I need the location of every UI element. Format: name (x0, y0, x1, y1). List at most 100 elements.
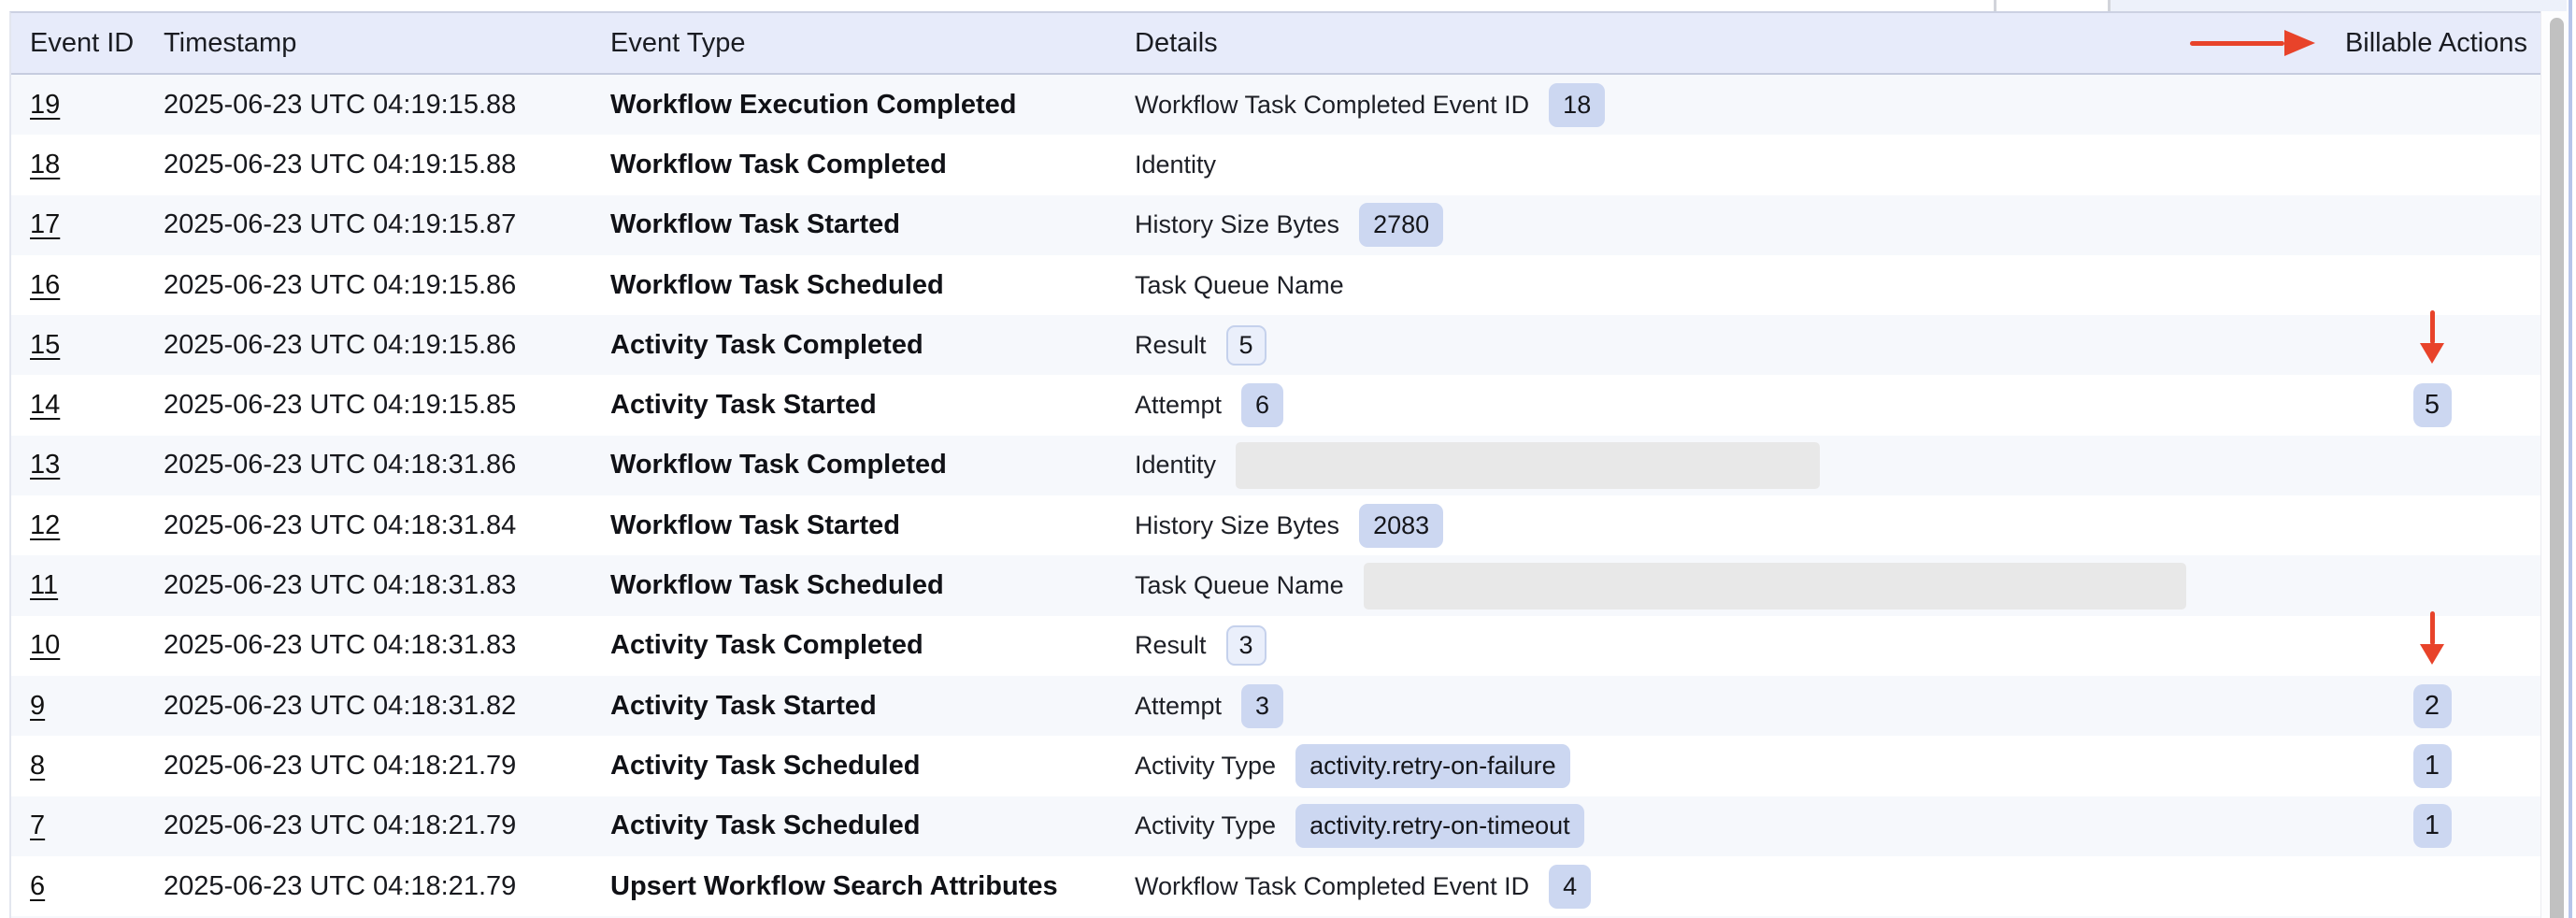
table-row[interactable]: 13 2025-06-23 UTC 04:18:31.86 Workflow T… (11, 435, 2540, 496)
event-id-link[interactable]: 10 (30, 630, 61, 661)
table-row[interactable]: 17 2025-06-23 UTC 04:19:15.87 Workflow T… (11, 194, 2540, 255)
billable-actions-badge: 2 (2412, 683, 2452, 728)
event-type-text: Activity Task Started (610, 690, 877, 721)
timestamp-text: 2025-06-23 UTC 04:18:21.79 (164, 870, 517, 901)
table-row[interactable]: 6 2025-06-23 UTC 04:18:21.79 Upsert Work… (11, 855, 2540, 917)
panel-edge-line (2569, 0, 2572, 918)
detail-value-badge: 3 (1241, 683, 1284, 728)
timestamp-text: 2025-06-23 UTC 04:19:15.86 (164, 329, 517, 360)
table-row[interactable]: 16 2025-06-23 UTC 04:19:15.86 Workflow T… (11, 254, 2540, 316)
event-id-link[interactable]: 17 (30, 209, 61, 240)
timestamp-text: 2025-06-23 UTC 04:18:31.82 (164, 690, 517, 721)
annotation-arrow-right-icon (2190, 30, 2315, 56)
top-divider-line (1994, 0, 1996, 11)
table-row[interactable]: 19 2025-06-23 UTC 04:19:15.88 Workflow E… (11, 75, 2540, 136)
timestamp-text: 2025-06-23 UTC 04:18:21.79 (164, 750, 517, 781)
table-row[interactable]: 11 2025-06-23 UTC 04:18:31.83 Workflow T… (11, 555, 2540, 616)
event-id-link[interactable]: 18 (30, 149, 61, 179)
timestamp-text: 2025-06-23 UTC 04:19:15.86 (164, 269, 517, 300)
timestamp-text: 2025-06-23 UTC 04:19:15.88 (164, 89, 517, 120)
event-type-text: Workflow Task Started (610, 209, 900, 240)
detail-label: History Size Bytes (1135, 210, 1340, 239)
event-type-text: Workflow Task Scheduled (610, 269, 944, 300)
table-row[interactable]: 10 2025-06-23 UTC 04:18:31.83 Activity T… (11, 610, 2540, 676)
billable-actions-badge: 5 (2412, 383, 2452, 428)
table-row[interactable]: 9 2025-06-23 UTC 04:18:31.82 Activity Ta… (11, 675, 2540, 737)
detail-value-badge: 2083 (1359, 503, 1444, 548)
detail-label: History Size Bytes (1135, 510, 1340, 539)
detail-value-badge: activity.retry-on-failure (1295, 743, 1570, 788)
table-row[interactable]: 18 2025-06-23 UTC 04:19:15.88 Workflow T… (11, 135, 2540, 195)
detail-label: Workflow Task Completed Event ID (1135, 871, 1530, 900)
event-type-text: Activity Task Completed (610, 630, 923, 661)
detail-value-badge: 3 (1225, 625, 1267, 667)
event-id-link[interactable]: 12 (30, 509, 61, 540)
column-header-timestamp: Timestamp (164, 27, 297, 58)
detail-label: Attempt (1135, 391, 1223, 420)
event-id-link[interactable]: 7 (30, 810, 46, 841)
event-id-link[interactable]: 19 (30, 89, 61, 120)
table-body: 19 2025-06-23 UTC 04:19:15.88 Workflow E… (11, 75, 2540, 917)
annotation-arrow-down-icon (2420, 610, 2444, 665)
event-type-text: Activity Task Completed (610, 329, 923, 360)
scrollbar-thumb[interactable] (2550, 18, 2564, 918)
timestamp-text: 2025-06-23 UTC 04:18:31.84 (164, 509, 517, 540)
top-divider-line (2108, 0, 2111, 11)
column-header-billable-actions: Billable Actions (2345, 28, 2542, 59)
table-row[interactable]: 12 2025-06-23 UTC 04:18:31.84 Workflow T… (11, 495, 2540, 556)
top-tint-strip (2111, 0, 2567, 11)
detail-label: Identity (1135, 451, 1217, 480)
table-header-row: Event ID Timestamp Event Type Details Bi… (11, 13, 2540, 75)
column-header-event-id: Event ID (30, 27, 135, 58)
detail-value-badge: activity.retry-on-timeout (1295, 804, 1584, 849)
event-history-table: Event ID Timestamp Event Type Details Bi… (9, 11, 2540, 918)
event-type-text: Workflow Execution Completed (610, 89, 1017, 120)
detail-label: Identity (1135, 150, 1217, 179)
event-id-link[interactable]: 11 (30, 570, 59, 601)
detail-value-badge: 6 (1241, 383, 1284, 428)
detail-label: Attempt (1135, 691, 1223, 720)
timestamp-text: 2025-06-23 UTC 04:19:15.85 (164, 390, 517, 421)
scrollbar-track (2540, 11, 2568, 918)
next-row-sliver (11, 916, 2540, 918)
event-type-text: Workflow Task Started (610, 509, 900, 540)
event-id-link[interactable]: 16 (30, 269, 61, 300)
table-row[interactable]: 8 2025-06-23 UTC 04:18:21.79 Activity Ta… (11, 736, 2540, 796)
column-header-event-type: Event Type (610, 27, 746, 58)
column-header-details: Details (1135, 27, 1218, 58)
timestamp-text: 2025-06-23 UTC 04:18:21.79 (164, 810, 517, 841)
event-id-link[interactable]: 9 (30, 690, 46, 721)
annotation-arrow-down-icon (2420, 310, 2444, 365)
billable-actions-badge: 1 (2412, 743, 2452, 788)
event-id-link[interactable]: 15 (30, 329, 61, 360)
table-row[interactable]: 7 2025-06-23 UTC 04:18:21.79 Activity Ta… (11, 796, 2540, 856)
detail-label: Activity Type (1135, 811, 1277, 840)
event-id-link[interactable]: 8 (30, 750, 46, 781)
table-row[interactable]: 14 2025-06-23 UTC 04:19:15.85 Activity T… (11, 375, 2540, 436)
event-type-text: Activity Task Scheduled (610, 810, 921, 841)
detail-label: Result (1135, 631, 1207, 660)
billable-actions-label: Billable Actions (2344, 27, 2527, 58)
detail-value-badge: 18 (1549, 82, 1606, 127)
event-id-link[interactable]: 14 (30, 390, 61, 421)
table-row[interactable]: 15 2025-06-23 UTC 04:19:15.86 Activity T… (11, 310, 2540, 376)
event-id-link[interactable]: 13 (30, 450, 61, 481)
event-type-text: Upsert Workflow Search Attributes (610, 870, 1058, 901)
timestamp-text: 2025-06-23 UTC 04:19:15.87 (164, 209, 517, 240)
detail-value-badge: 5 (1225, 324, 1267, 366)
timestamp-text: 2025-06-23 UTC 04:18:31.83 (164, 570, 517, 601)
event-type-text: Workflow Task Scheduled (610, 570, 944, 601)
billable-actions-badge: 1 (2412, 804, 2452, 849)
timestamp-text: 2025-06-23 UTC 04:18:31.86 (164, 450, 517, 481)
detail-value-badge: 2780 (1359, 203, 1444, 248)
detail-label: Result (1135, 330, 1207, 359)
event-type-text: Workflow Task Completed (610, 149, 947, 179)
event-id-link[interactable]: 6 (30, 870, 46, 901)
top-cutoff-strip (0, 0, 2576, 11)
detail-label: Task Queue Name (1135, 571, 1344, 600)
event-type-text: Activity Task Scheduled (610, 750, 921, 781)
detail-label: Activity Type (1135, 751, 1277, 780)
event-type-text: Activity Task Started (610, 390, 877, 421)
detail-value-badge: 4 (1549, 864, 1592, 909)
